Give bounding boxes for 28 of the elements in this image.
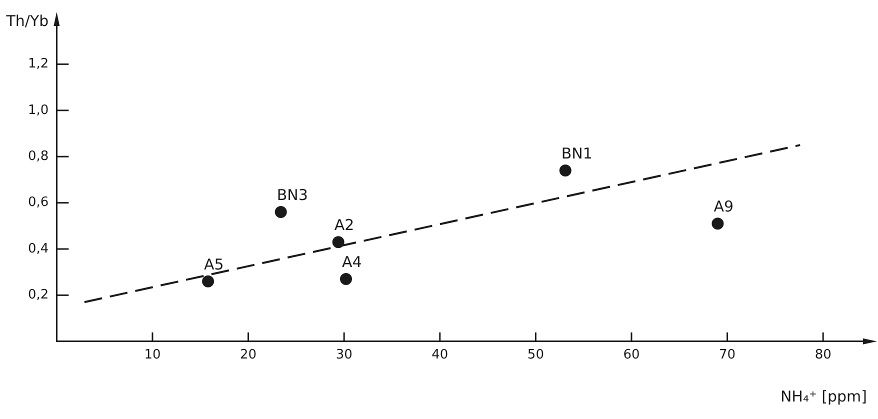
x-tick-label: 60 [623,348,640,363]
x-tick-label: 40 [432,348,448,363]
y-tick-label: 1,2 [28,56,49,72]
y-tick-label: 1,0 [28,102,49,118]
y-tick-label: 0,4 [28,241,49,256]
y-tick-label: 0,6 [28,195,49,210]
annotation: A9 [714,198,734,216]
annotation: BN3 [276,186,308,204]
point [332,236,344,248]
x-tick-label: 10 [144,348,161,363]
point [202,275,214,288]
x-tick-label: 50 [527,348,544,363]
point [340,273,352,286]
x-tick-label: 80 [814,348,832,363]
y-tick-label: 0,8 [28,148,49,164]
annotation: A2 [334,216,354,234]
annotation: BN1 [561,144,592,162]
annotation: A5 [204,255,224,274]
x-tick-label: 70 [719,348,736,363]
annotation: A4 [342,253,362,272]
x-tick-label: 20 [240,348,257,363]
point [274,206,287,218]
x-axis-title: NH₄⁺ [ppm] [780,387,867,406]
y-axis-title: Th/Yb [5,12,49,30]
x-tick-label: 30 [336,348,352,363]
y-tick-label: 0,2 [28,288,49,303]
point [559,164,572,176]
point [712,218,724,230]
